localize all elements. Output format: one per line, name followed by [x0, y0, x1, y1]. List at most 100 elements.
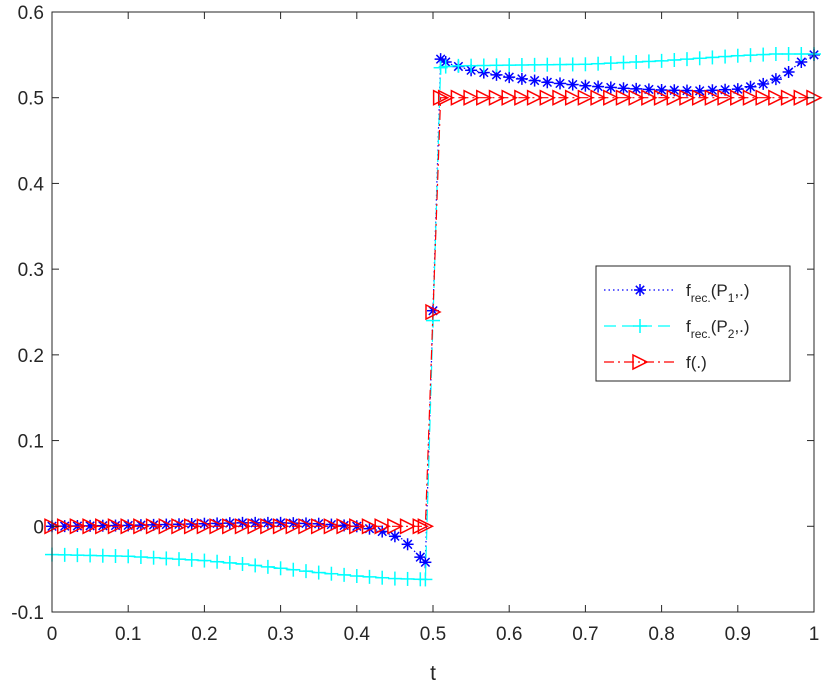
- data-point: [743, 48, 758, 63]
- data-point: [705, 50, 720, 65]
- data-point: [417, 518, 435, 535]
- data-point: [172, 552, 186, 567]
- data-point: [234, 518, 252, 535]
- data-point: [387, 518, 404, 535]
- data-point: [541, 76, 554, 89]
- data-point: [629, 55, 644, 69]
- data-point: [248, 558, 263, 573]
- data-point: [375, 570, 390, 585]
- data-point: [476, 89, 493, 106]
- data-point: [222, 518, 239, 535]
- data-point: [184, 552, 199, 567]
- data-point: [311, 565, 326, 580]
- data-point: [400, 571, 415, 586]
- data-point: [145, 518, 163, 535]
- data-point: [782, 66, 795, 78]
- legend-label-part: f: [686, 317, 691, 336]
- legend-label-part: f: [686, 281, 691, 300]
- legend-entry-2: frec.(P2,.): [604, 317, 750, 341]
- data-point: [527, 57, 542, 72]
- data-point: [121, 549, 136, 564]
- series-line: [52, 97, 814, 527]
- data-point: [768, 89, 785, 106]
- data-point: [756, 47, 771, 62]
- data-point: [667, 53, 682, 67]
- data-point: [361, 518, 379, 535]
- data-point: [502, 58, 517, 73]
- data-point: [742, 89, 760, 106]
- data-point: [691, 89, 709, 106]
- y-tick-label: 0.5: [18, 89, 44, 110]
- data-point: [489, 58, 504, 73]
- x-tick-label: 0.6: [496, 624, 522, 645]
- data-point: [604, 81, 617, 94]
- data-point: [592, 80, 605, 93]
- data-point: [414, 551, 427, 564]
- data-point: [718, 49, 733, 64]
- x-tick-label: 0.8: [648, 624, 674, 645]
- data-point: [692, 51, 707, 66]
- data-point: [730, 48, 745, 63]
- legend-marker: [634, 284, 646, 296]
- data-point: [146, 550, 161, 565]
- legend-label-part: 2: [728, 327, 735, 341]
- data-point: [666, 89, 683, 106]
- data-point: [641, 54, 656, 69]
- y-tick-label: -0.1: [11, 603, 44, 624]
- data-point: [565, 57, 580, 72]
- data-point: [566, 78, 579, 91]
- legend-label: frec.(P1,.): [686, 281, 750, 305]
- data-point: [437, 89, 455, 106]
- data-point: [183, 518, 201, 535]
- data-point: [464, 58, 479, 73]
- data-point: [247, 518, 264, 535]
- data-point: [793, 89, 810, 106]
- x-tick-label: 0.1: [115, 624, 141, 645]
- data-point: [222, 555, 237, 570]
- data-point: [654, 53, 669, 68]
- legend-label-part: ,.): [734, 317, 749, 336]
- data-point: [159, 551, 174, 566]
- legend-label-part: rec.: [691, 291, 711, 305]
- data-point: [432, 89, 450, 106]
- data-point: [680, 52, 694, 67]
- x-tick-label: 0.5: [420, 624, 446, 645]
- data-point: [794, 47, 809, 61]
- ticks-layer: 0 0.1 0.2 0.3 0.4 0.5 0.6 0.7 0.8 0.9 1-0.100.10.2…: [11, 3, 819, 645]
- data-point: [731, 83, 744, 96]
- data-point: [591, 56, 606, 71]
- data-point: [744, 80, 757, 93]
- data-point: [653, 89, 671, 106]
- series-1: [46, 48, 820, 569]
- data-point: [235, 557, 250, 571]
- data-point: [451, 58, 466, 73]
- legend-label-part: ,.): [734, 281, 749, 300]
- data-point: [171, 518, 188, 535]
- legend-label: f(.): [686, 353, 707, 372]
- data-point: [617, 82, 630, 95]
- legend-label-part: (P: [711, 281, 728, 300]
- data-point: [285, 518, 302, 535]
- data-point: [769, 73, 782, 86]
- data-point: [514, 58, 529, 72]
- data-point: [286, 562, 301, 577]
- y-tick-label: 0.4: [18, 174, 45, 195]
- data-point: [515, 72, 528, 85]
- data-point: [324, 566, 339, 581]
- data-point: [564, 89, 582, 106]
- data-point: [298, 518, 315, 535]
- y-tick-label: 0.1: [18, 432, 44, 453]
- x-tick-label: 0.3: [267, 624, 293, 645]
- data-point: [603, 56, 618, 71]
- data-point: [158, 518, 175, 535]
- data-point: [362, 569, 377, 584]
- legend-label-part: f(.): [686, 353, 707, 372]
- data-point: [463, 89, 480, 106]
- legend-entry-1: frec.(P1,.): [604, 281, 750, 305]
- data-point: [210, 554, 225, 569]
- legend-label: frec.(P2,.): [686, 317, 750, 341]
- data-point: [299, 564, 313, 579]
- data-point: [514, 89, 531, 106]
- data-point: [628, 89, 645, 106]
